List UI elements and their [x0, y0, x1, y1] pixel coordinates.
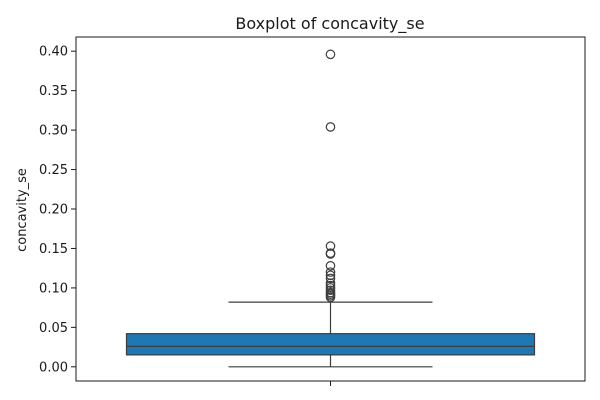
- y-axis-ticks: 0.00 0.05 0.10 0.15 0.20 0.25 0.30 0.35 0.40: [39, 45, 76, 375]
- chart-title: Boxplot of concavity_se: [235, 14, 424, 34]
- outlier-point: [325, 122, 336, 132]
- y-tick-label: 0.20: [39, 203, 68, 218]
- outlier-point: [325, 273, 336, 284]
- outlier-point: [325, 49, 336, 60]
- iqr-box: [125, 333, 536, 356]
- plot-area: [125, 49, 536, 368]
- y-tick-label: 0.05: [39, 321, 68, 336]
- y-tick-label: 0.15: [39, 242, 68, 257]
- outlier-point: [325, 267, 336, 277]
- outlier-point: [325, 278, 336, 288]
- y-tick-label: 0.00: [39, 360, 68, 375]
- y-axis-label: concavity_se: [15, 168, 30, 252]
- outlier-point: [325, 285, 336, 296]
- y-tick-label: 0.25: [39, 163, 68, 178]
- outlier-point: [325, 261, 336, 271]
- y-tick-label: 0.35: [39, 84, 68, 99]
- outlier-point: [325, 292, 336, 303]
- y-tick-label: 0.30: [39, 124, 68, 139]
- y-tick-label: 0.10: [39, 281, 68, 296]
- outlier-point: [325, 249, 336, 259]
- y-tick-label: 0.40: [39, 45, 68, 60]
